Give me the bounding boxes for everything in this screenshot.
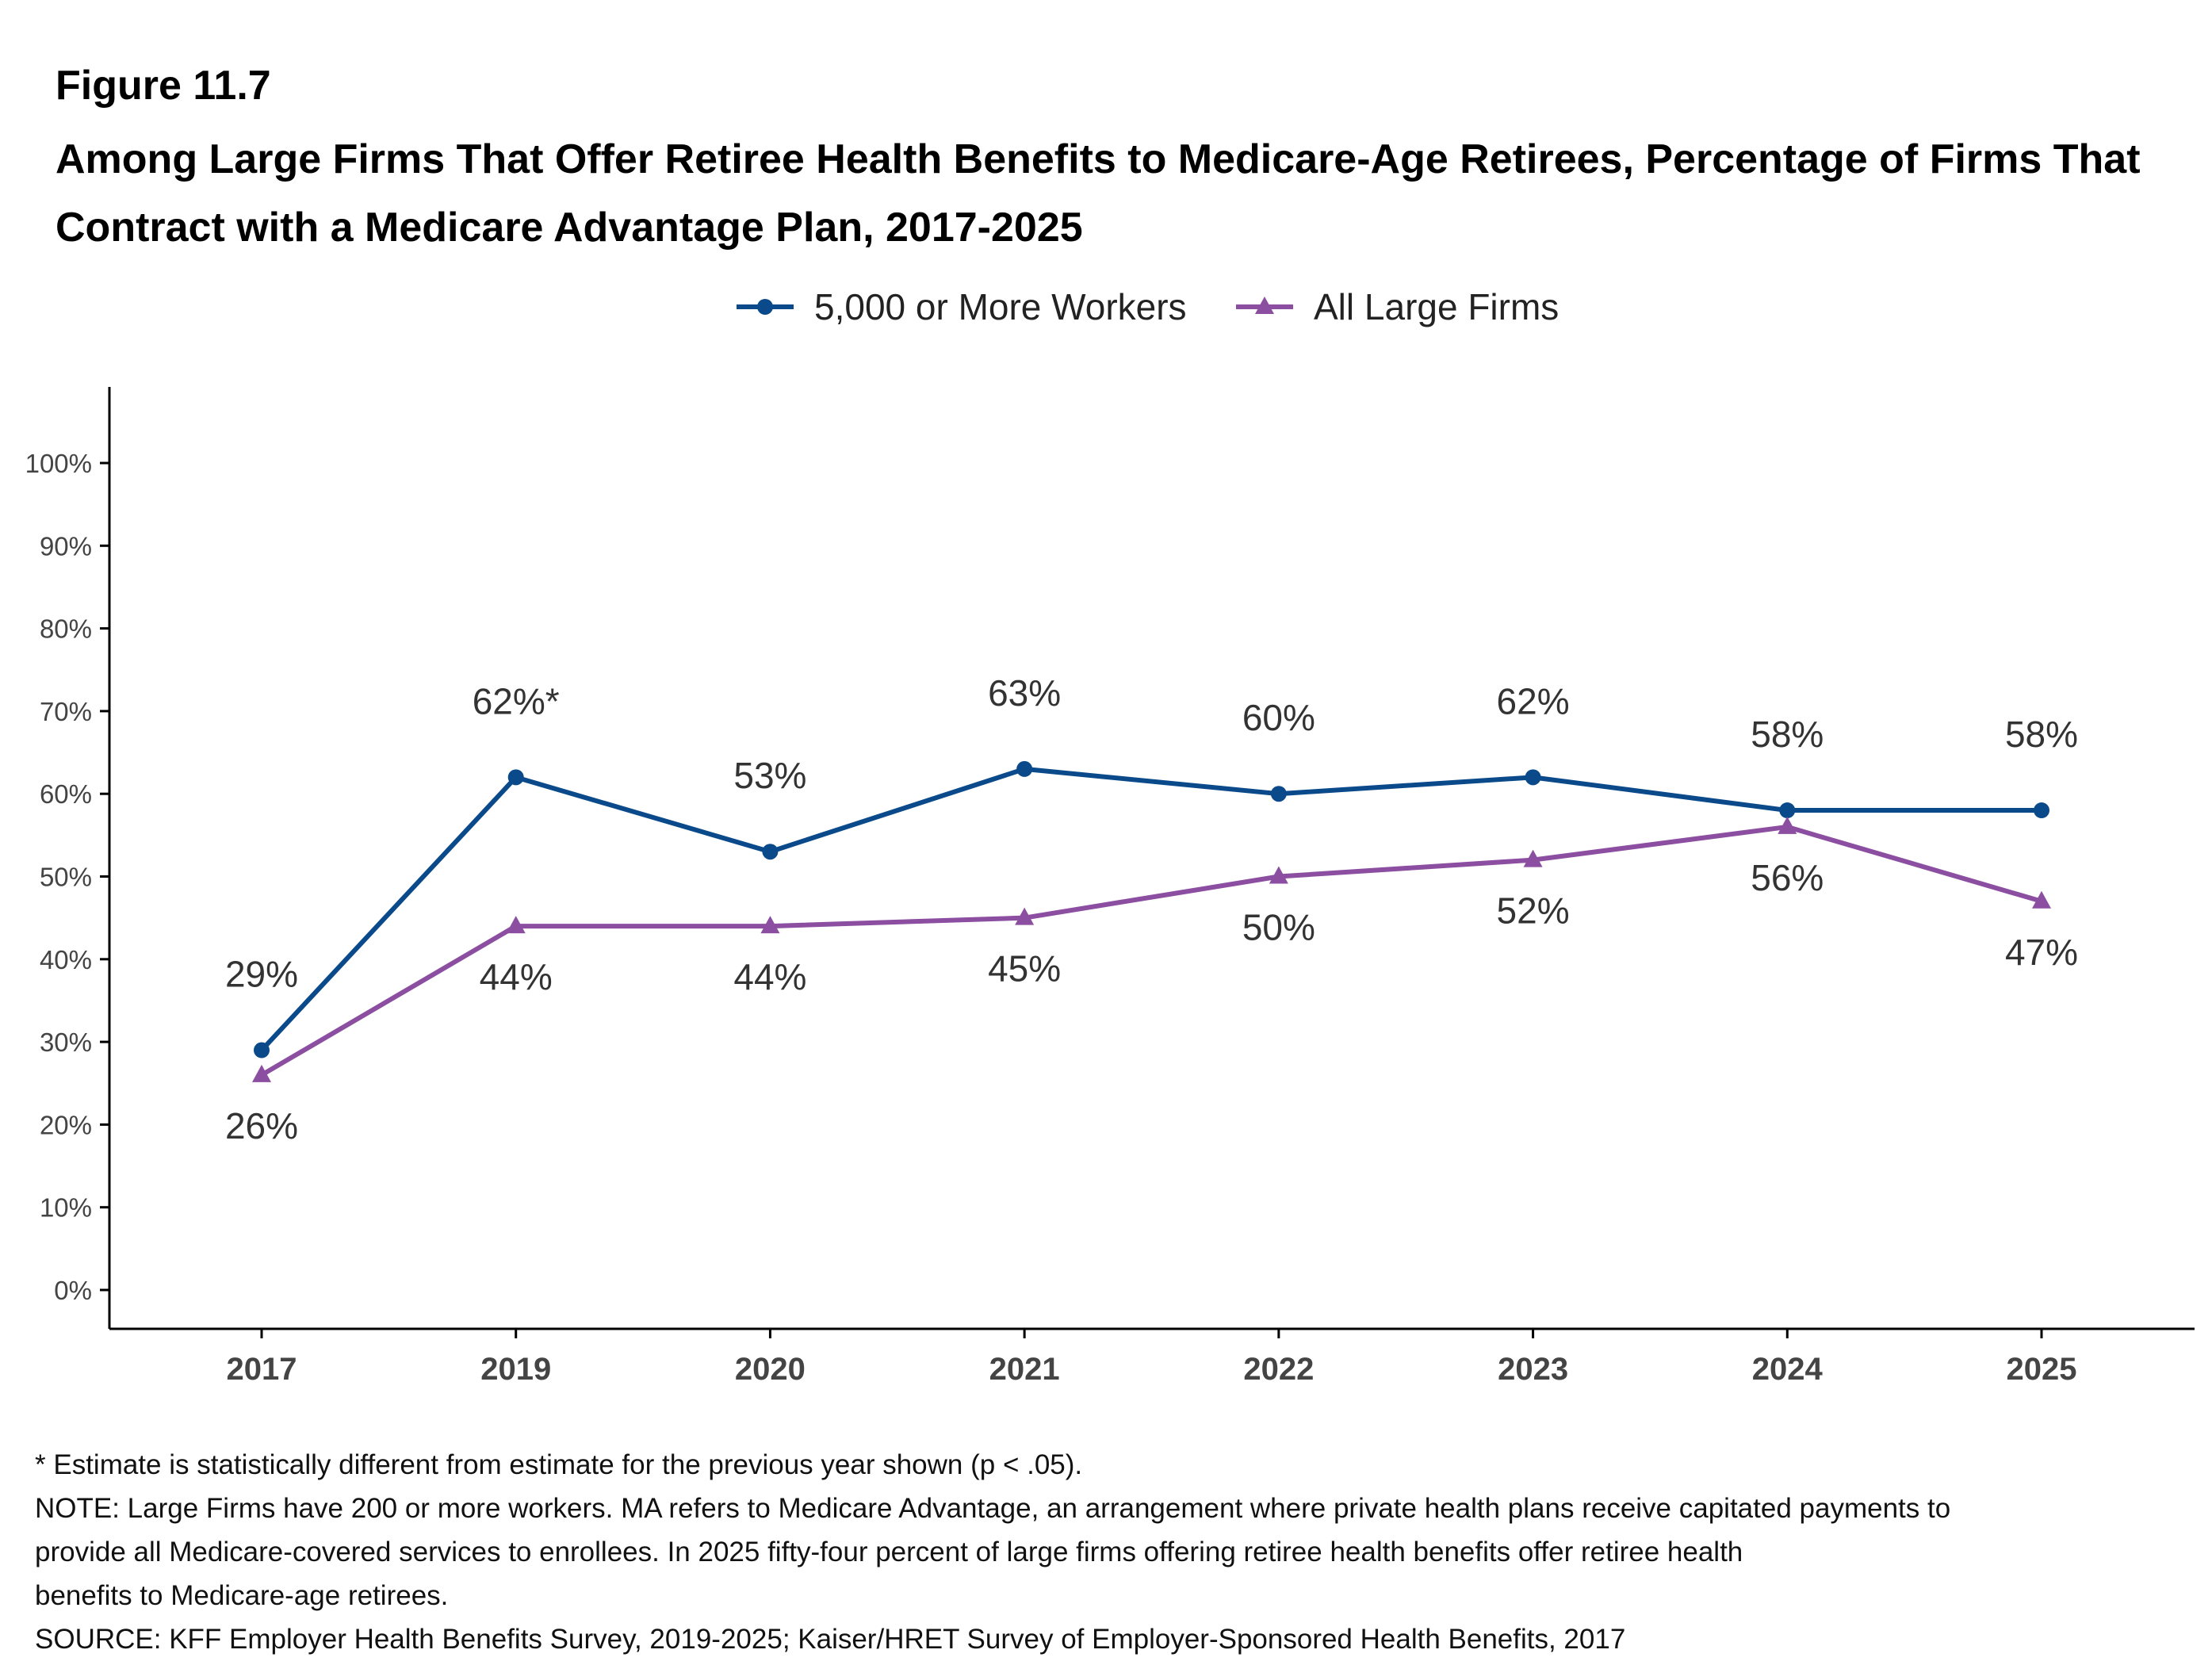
line-chart: 0% 10% 20% 30% 40% 50% 60% 70% 80% 90% 100% 2017 201… bbox=[25, 387, 2195, 1387]
data-label-series-1: 63% bbox=[988, 672, 1061, 714]
data-label-series-1: 58% bbox=[1751, 714, 1824, 755]
series-line-1 bbox=[259, 766, 2042, 1052]
x-tick-label: 2021 bbox=[989, 1352, 1060, 1387]
data-label-series-1: 53% bbox=[733, 755, 806, 796]
y-tick-label: 100% bbox=[25, 449, 92, 478]
series-line-2 bbox=[260, 824, 2042, 1077]
y-tick-label: 80% bbox=[40, 614, 92, 644]
legend-item-series-1: 5,000 or More Workers bbox=[733, 279, 1187, 335]
data-label-series-1: 62% bbox=[1497, 680, 1570, 722]
data-label-series-1: 58% bbox=[2005, 714, 2078, 755]
y-tick-label: 0% bbox=[54, 1276, 92, 1305]
note-source: SOURCE: KFF Employer Health Benefits Sur… bbox=[35, 1624, 1626, 1655]
data-label-series-2: 56% bbox=[1751, 857, 1824, 898]
series-1-point bbox=[1016, 760, 1033, 777]
x-tick-label: 2023 bbox=[1498, 1352, 1568, 1387]
y-tick-label: 40% bbox=[40, 945, 92, 974]
legend-triangle-icon bbox=[1236, 297, 1293, 314]
x-tick-label: 2020 bbox=[735, 1352, 806, 1387]
series-2-point bbox=[760, 916, 780, 934]
y-tick-label: 60% bbox=[40, 779, 92, 809]
note-definition-end: benefits to Medicare-age retirees. bbox=[35, 1580, 449, 1611]
note-definition: NOTE: Large Firms have 200 or more worke… bbox=[35, 1493, 1951, 1524]
x-tick-label: 2024 bbox=[1752, 1352, 1824, 1387]
series-2-point bbox=[252, 1064, 271, 1082]
y-tick-label: 20% bbox=[40, 1110, 92, 1139]
x-tick-label: 2019 bbox=[480, 1352, 551, 1387]
data-label-series-1: 29% bbox=[225, 954, 298, 995]
data-label-series-1: 60% bbox=[1242, 697, 1315, 738]
chart-title: Among Large Firms That Offer Retiree Hea… bbox=[55, 136, 2141, 251]
data-label-series-2: 52% bbox=[1497, 890, 1570, 932]
y-tick-label: 90% bbox=[40, 531, 92, 561]
data-label-series-2: 44% bbox=[480, 956, 553, 997]
figure-label: Figure 11.7 bbox=[55, 63, 271, 109]
data-label-series-2: 50% bbox=[1242, 907, 1315, 948]
series-2-point bbox=[1269, 866, 1288, 884]
y-tick-label: 10% bbox=[40, 1193, 92, 1223]
series-2-point bbox=[1015, 907, 1035, 925]
legend-label-series-2: All Large Firms bbox=[1314, 286, 1559, 327]
x-tick-label: 2022 bbox=[1243, 1352, 1314, 1387]
x-tick-label: 2025 bbox=[2007, 1352, 2077, 1387]
y-tick-label: 70% bbox=[40, 697, 92, 726]
data-label-series-2: 44% bbox=[733, 956, 806, 997]
series-1-point bbox=[1270, 786, 1287, 802]
data-label-series-2: 45% bbox=[988, 948, 1061, 989]
series-1-point bbox=[762, 844, 779, 860]
legend-circle-icon bbox=[737, 299, 794, 315]
legend-item-series-2: All Large Firms bbox=[1233, 279, 1559, 335]
note-asterisk: * Estimate is statistically different fr… bbox=[35, 1449, 1083, 1480]
series-1-point bbox=[2034, 802, 2049, 819]
data-label-series-1: 62%* bbox=[473, 680, 560, 722]
series-2-point bbox=[506, 916, 526, 934]
note-definition-cont: provide all Medicare-covered services to… bbox=[35, 1537, 1743, 1567]
series-1-point bbox=[507, 769, 524, 786]
y-tick-label: 30% bbox=[40, 1028, 92, 1057]
series-1-point bbox=[254, 1042, 270, 1058]
series-2-point bbox=[1523, 849, 1543, 867]
legend-label-series-1: 5,000 or More Workers bbox=[814, 286, 1187, 327]
notes: * Estimate is statistically different fr… bbox=[35, 1443, 2191, 1661]
series-1-point bbox=[1779, 802, 1796, 819]
legend: 5,000 or More Workers All Large Firms bbox=[0, 279, 2212, 335]
series-2-point bbox=[2032, 890, 2051, 909]
data-label-series-2: 26% bbox=[225, 1105, 298, 1146]
y-tick-label: 50% bbox=[40, 863, 92, 892]
x-tick-label: 2017 bbox=[227, 1352, 297, 1387]
series-1-point bbox=[1525, 769, 1541, 786]
series-2-point bbox=[1778, 816, 1797, 834]
data-label-series-2: 47% bbox=[2005, 932, 2078, 973]
